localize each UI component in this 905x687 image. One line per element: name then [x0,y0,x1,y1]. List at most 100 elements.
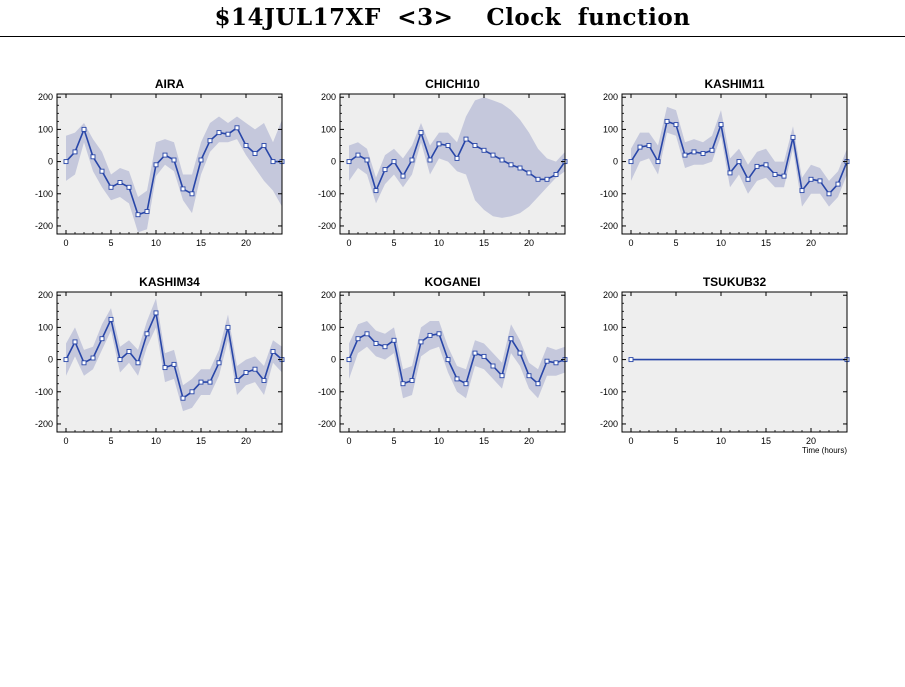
data-point [490,152,496,158]
data-point [700,151,706,156]
plot-frame [339,93,566,235]
y-tick-label: 200 [321,290,336,300]
data-point [817,178,823,184]
y-tick-label: 100 [603,322,618,332]
page-title: $14JUL17XF <3> Clock function [214,4,691,31]
data-point [117,180,123,185]
x-tick-label: 10 [434,436,444,446]
data-point [346,357,352,363]
y-tick-label: -200 [600,419,618,429]
y-tick-label: 0 [331,157,336,167]
data-point [144,209,150,214]
y-tick-label: 0 [48,157,53,167]
data-point [99,336,105,342]
data-point [225,131,231,137]
x-tick-label: 10 [434,238,444,248]
x-tick-label: 5 [391,238,396,248]
data-point [373,188,379,194]
data-point [499,157,505,163]
data-point [261,378,267,383]
y-tick-label: 200 [38,290,53,300]
x-axis-label: Time (hours) [802,446,847,455]
data-point [472,350,478,356]
data-point [261,143,267,148]
data-point [445,143,451,148]
data-point [790,134,796,140]
data-point [346,159,352,165]
panel-title: KOGANEI [424,275,480,289]
data-point [382,167,388,173]
x-tick-label: 0 [346,436,351,446]
y-tick-label: 0 [613,157,618,167]
chart-panel: -200 -100 0 100 200 0 5 10 15 20 AIRA [35,77,285,248]
data-point [171,157,177,163]
data-point [409,378,415,383]
data-point [72,149,78,155]
plot-frame [621,291,848,433]
data-point [90,355,96,361]
data-point [189,191,195,197]
data-point [472,143,478,148]
data-point [243,370,249,375]
y-tick-label: 100 [321,322,336,332]
data-point [673,122,679,128]
data-point [391,159,397,165]
plot-area [622,292,847,432]
chart-panel: -200 -100 0 100 200 0 5 10 15 20 KOGANEI [318,275,568,446]
data-point [445,357,451,363]
data-point [153,162,159,168]
data-point [81,360,87,366]
data-point [162,152,168,158]
y-tick-label: 200 [603,290,618,300]
plot-frame [56,93,283,235]
data-point [270,349,276,354]
x-tick-label: 10 [716,238,726,248]
data-point [508,336,514,342]
panel-title: KASHIM11 [704,77,764,91]
y-tick-label: -200 [318,221,336,231]
data-point [409,157,415,163]
x-tick-label: 0 [63,436,68,446]
chart-panel: -200 -100 0 100 200 0 5 10 15 20 KASHIM34 [35,275,285,446]
x-tick-label: 0 [628,238,633,248]
data-point [727,170,733,176]
data-point [90,154,96,160]
data-point [153,310,159,316]
data-point [418,130,424,136]
data-point [126,349,132,354]
data-point [553,360,559,366]
data-point [517,165,523,171]
chart-panel: -200 -100 0 100 200 0 5 10 15 20 CHICHI10 [318,77,568,248]
data-point [664,118,670,124]
x-tick-label: 5 [108,436,113,446]
data-point [270,159,276,165]
y-tick-label: -200 [35,419,53,429]
y-tick-label: 0 [613,355,618,365]
data-point [628,357,634,363]
data-point [553,172,559,177]
chart-panel: -200 -100 0 100 200 0 5 10 15 20 KASHIM11 [600,77,850,248]
y-tick-label: 100 [38,322,53,332]
x-tick-label: 15 [479,238,489,248]
data-point [189,389,195,395]
y-tick-label: -100 [35,189,53,199]
data-point [126,184,132,190]
data-point [355,336,361,342]
data-point [180,395,186,401]
data-point [72,339,78,345]
x-tick-label: 15 [761,238,771,248]
data-point [544,176,550,182]
data-point [234,378,240,383]
x-tick-label: 15 [479,436,489,446]
y-tick-label: 0 [48,355,53,365]
data-point [391,337,397,343]
data-point [198,379,204,385]
y-tick-label: 200 [603,92,618,102]
x-tick-label: 20 [241,436,251,446]
y-tick-label: 0 [331,355,336,365]
data-point [718,122,724,128]
y-tick-label: -100 [600,189,618,199]
y-tick-label: -200 [600,221,618,231]
y-tick-label: -100 [318,189,336,199]
data-point [754,163,760,169]
